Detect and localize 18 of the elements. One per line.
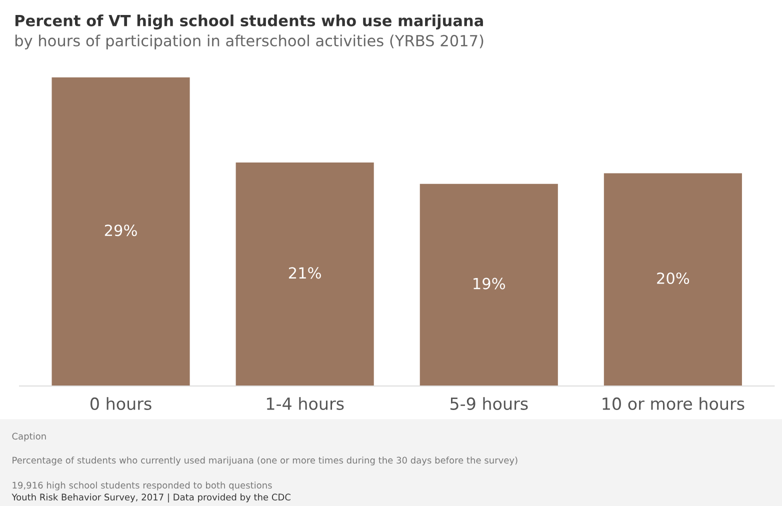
x-tick-label: 0 hours: [90, 397, 152, 410]
text: Percentage of students who currently used marijuana (one or more times during the 30 days before the survey): [12, 456, 518, 466]
text: Caption: [12, 432, 46, 442]
text: 19,916 high school students responded to both questions: [12, 482, 272, 490]
chart-subtitle: by hours of participation in afterschool activities (YRBS 2017): [15, 34, 484, 50]
x-tick-label: 1-4 hours: [266, 397, 344, 410]
bar: [52, 77, 190, 386]
chart-title: Percent of VT high school students who use marijuana: [15, 14, 483, 30]
data-label: 19%: [474, 278, 506, 290]
bar: [236, 162, 374, 386]
x-tick-label: 10 or more hours: [602, 397, 744, 410]
bar: [604, 173, 742, 386]
data-label: 20%: [657, 272, 690, 284]
bar: [420, 184, 558, 386]
x-tick-label: 5-9 hours: [450, 397, 528, 410]
data-label: 21%: [288, 267, 321, 279]
data-label: 29%: [104, 224, 137, 236]
text: Youth Risk Behavior Survey, 2017 | Data provided by the CDC: [12, 493, 290, 503]
